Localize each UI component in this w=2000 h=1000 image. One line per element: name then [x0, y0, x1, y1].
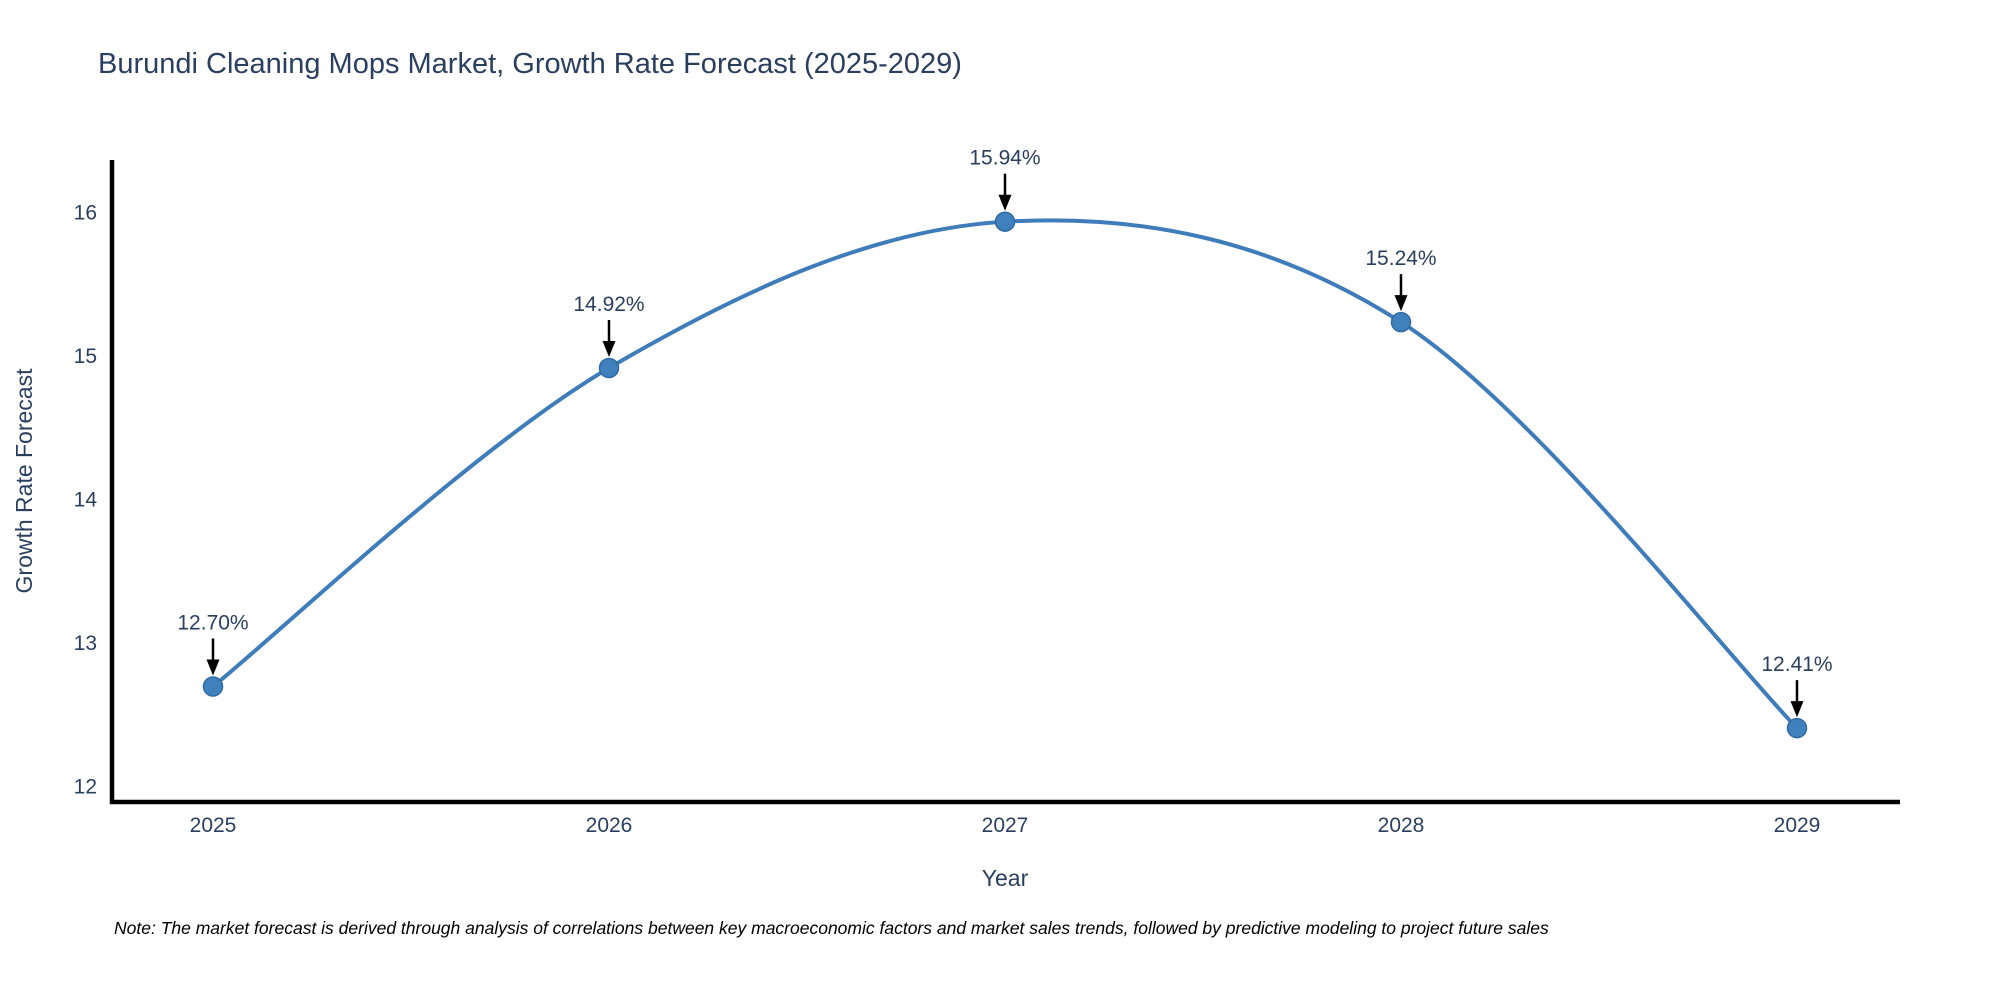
data-point-marker: [1786, 717, 1808, 739]
point-annotation-label: 14.92%: [573, 293, 644, 316]
chart-footnote: Note: The market forecast is derived thr…: [114, 918, 1549, 938]
y-axis-title: Growth Rate Forecast: [11, 368, 37, 594]
x-axis-tick-label: 2028: [1378, 814, 1425, 837]
data-point-marker: [202, 676, 224, 697]
annotation-arrow-head: [602, 341, 616, 358]
x-axis-tick-label: 2027: [982, 814, 1029, 837]
annotation-arrow-head: [206, 659, 220, 676]
y-axis-tick-label: 15: [74, 345, 97, 368]
data-point-marker: [994, 211, 1016, 232]
annotation-arrow-head: [1394, 295, 1408, 312]
point-annotation-label: 15.24%: [1365, 247, 1436, 270]
annotation-arrow-head: [998, 194, 1012, 211]
annotation-arrow-head: [1790, 701, 1804, 718]
axis-lines: [109, 160, 1900, 805]
series-line: [211, 218, 1799, 730]
x-axis-title: Year: [982, 865, 1029, 891]
x-axis-tick-label: 2026: [586, 814, 633, 837]
chart-title: Burundi Cleaning Mops Market, Growth Rat…: [98, 48, 962, 80]
point-annotation-label: 12.41%: [1761, 653, 1832, 676]
y-axis-tick-label: 14: [74, 489, 98, 512]
data-point-marker: [1390, 311, 1412, 333]
y-axis-tick-label: 12: [74, 775, 97, 798]
data-point-marker: [598, 357, 620, 379]
x-axis-tick-label: 2029: [1774, 814, 1821, 837]
y-axis-tick-label: 13: [74, 632, 97, 655]
x-axis-tick-label: 2025: [190, 814, 237, 837]
point-annotation-label: 15.94%: [969, 147, 1040, 170]
point-annotation-label: 12.70%: [177, 612, 248, 635]
y-axis-tick-label: 16: [74, 202, 97, 225]
